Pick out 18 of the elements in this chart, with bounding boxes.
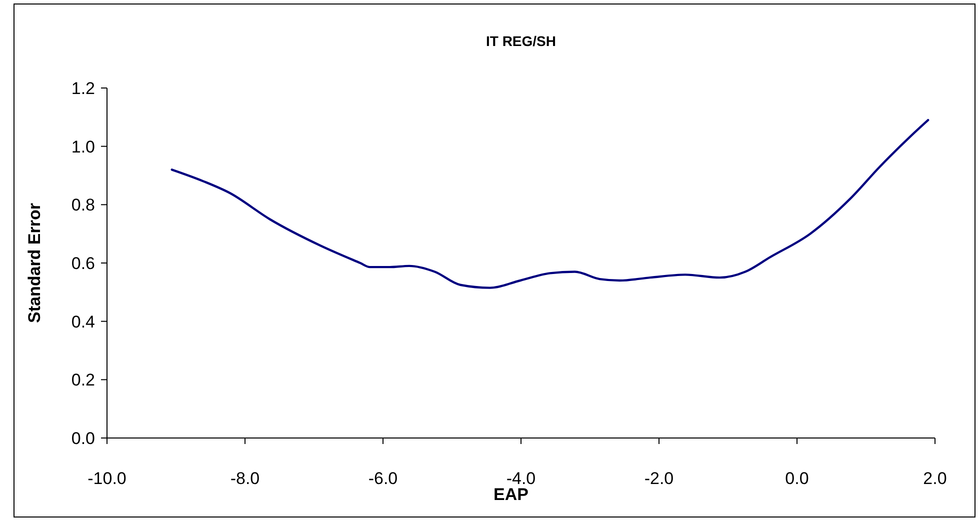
line-series <box>170 118 930 289</box>
x-tick-label: -2.0 <box>644 469 674 488</box>
x-tick-label: -4.0 <box>506 469 536 488</box>
y-tick-label: 0.2 <box>71 370 95 390</box>
y-tick-label: 1.0 <box>71 137 95 156</box>
x-tick-label: 0.0 <box>785 469 809 488</box>
x-axis-title: EAP <box>494 485 528 504</box>
y-tick-label: 1.2 <box>71 79 95 98</box>
y-tick-label: 0.6 <box>71 254 95 273</box>
y-axis-title: Standard Error <box>25 202 44 323</box>
x-tick-label: -10.0 <box>88 469 126 488</box>
y-tick-label: 0.4 <box>71 312 95 332</box>
y-tick-label: 0.0 <box>71 429 95 448</box>
y-tick-label: 0.8 <box>71 196 95 215</box>
x-tick-label: -8.0 <box>230 469 260 488</box>
x-tick-label: -6.0 <box>368 469 398 488</box>
x-tick-label: 2.0 <box>923 469 947 488</box>
chart-title: IT REG/SH <box>486 33 556 49</box>
